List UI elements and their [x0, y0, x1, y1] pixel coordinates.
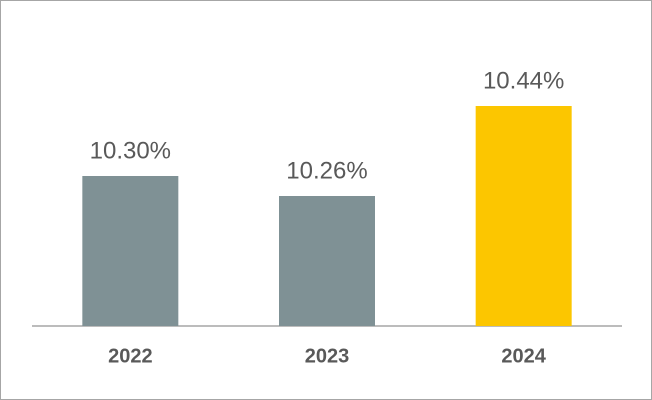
value-label: 10.30% — [90, 137, 171, 164]
value-label: 10.44% — [483, 67, 564, 94]
bar — [82, 176, 179, 326]
x-tick-label: 2022 — [108, 345, 153, 367]
bar — [279, 196, 375, 326]
bar — [475, 106, 572, 326]
x-tick-label: 2024 — [501, 345, 546, 367]
value-label: 10.26% — [286, 157, 367, 184]
x-tick-label: 2023 — [305, 345, 350, 367]
